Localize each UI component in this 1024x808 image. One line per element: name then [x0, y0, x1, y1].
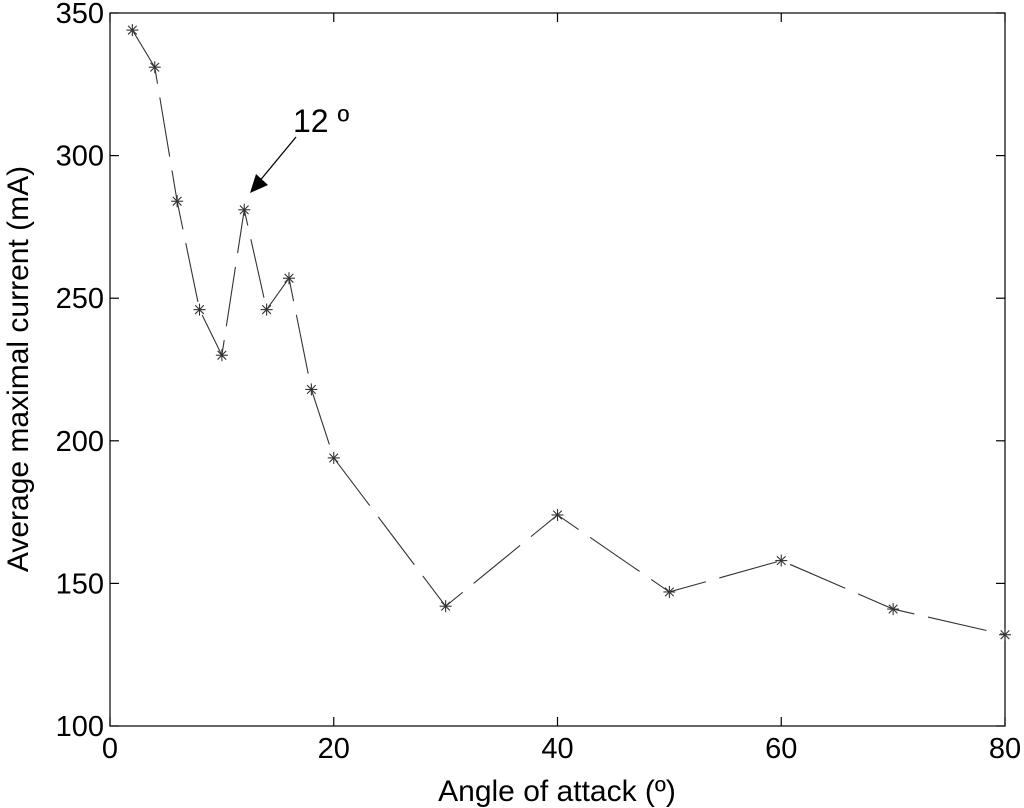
data-point-asterisk-icon: [193, 303, 206, 316]
x-tick-label: 40: [541, 733, 573, 765]
series-layer: [126, 24, 1011, 641]
y-axis-label: Average maximal current (mA): [2, 166, 35, 572]
data-point-asterisk-icon: [171, 195, 184, 208]
data-point-asterisk-icon: [305, 383, 318, 396]
x-tick-label: 60: [765, 733, 797, 765]
x-axis-ticks: 0 20 40 60 80: [102, 13, 1021, 765]
y-tick-label: 150: [56, 568, 104, 600]
annotation-arrowhead-icon: [250, 174, 268, 193]
y-tick-label: 350: [56, 0, 104, 30]
data-point-asterisk-icon: [215, 349, 228, 362]
data-point-asterisk-icon: [126, 24, 139, 37]
plot-frame: [109, 12, 1006, 727]
data-point-asterisk-icon: [775, 554, 788, 567]
annotation-layer: 12 º: [250, 103, 349, 193]
x-tick-label: 0: [102, 733, 118, 765]
y-tick-label: 200: [56, 426, 104, 458]
data-point-asterisk-icon: [663, 585, 676, 598]
y-tick-label: 300: [56, 141, 104, 173]
data-point-asterisk-icon: [551, 508, 564, 521]
data-point-asterisk-icon: [327, 451, 340, 464]
y-tick-label: 250: [56, 283, 104, 315]
data-point-asterisk-icon: [999, 628, 1011, 641]
data-point-asterisk-icon: [260, 303, 273, 316]
data-point-asterisk-icon: [887, 603, 900, 616]
y-tick-label: 100: [56, 711, 104, 743]
annotation-arrow-shaft: [257, 136, 297, 184]
data-point-asterisk-icon: [148, 61, 161, 74]
data-point-asterisk-icon: [439, 600, 452, 613]
x-tick-label: 20: [318, 733, 350, 765]
y-axis-ticks: 100 150 200 250 300 350: [56, 0, 1005, 743]
data-point-asterisk-icon: [238, 203, 251, 216]
series-line: [131, 29, 1006, 636]
x-axis-label: Angle of attack (º): [438, 775, 676, 808]
data-point-asterisk-icon: [283, 272, 295, 285]
x-tick-label: 80: [989, 733, 1021, 765]
annotation-label: 12 º: [293, 103, 349, 139]
